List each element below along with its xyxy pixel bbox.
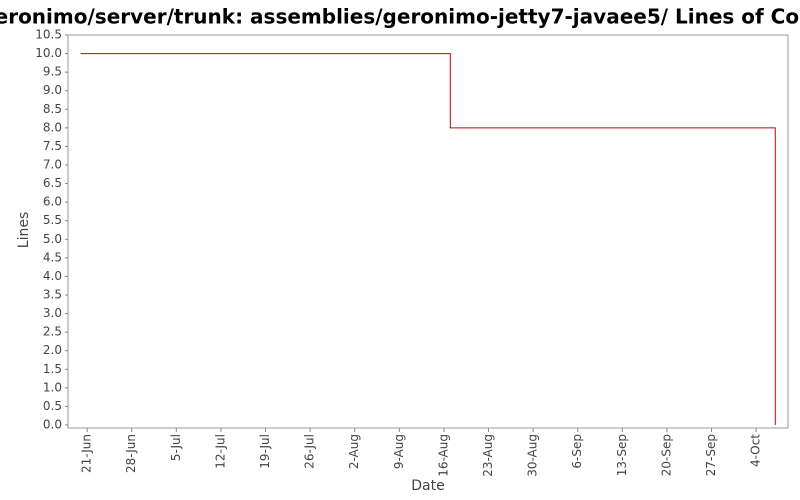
plot-area [67,34,789,429]
x-tick-label: 13-Sep [615,434,629,476]
x-tick-label: 6-Sep [570,434,584,469]
y-tick-label: 9.5 [43,65,62,79]
y-tick-label: 7.5 [43,139,62,153]
x-tick-label: 23-Aug [481,434,495,477]
y-tick-label: 8.5 [43,102,62,116]
x-tick-label: 28-Jun [124,434,138,473]
y-tick-label: 6.5 [43,176,62,190]
x-tick-label: 21-Jun [80,434,94,473]
y-tick-label: 5.5 [43,213,62,227]
x-tick-label: 16-Aug [436,434,450,477]
y-tick-label: 10.0 [35,46,62,60]
x-axis-label: Date [411,478,444,494]
y-tick-label: 4.0 [43,269,62,283]
data-line [80,53,776,425]
y-tick-label: 7.0 [43,158,62,172]
y-tick-label: 0.5 [43,399,62,413]
y-tick-label: 8.0 [43,120,62,134]
x-tick-label: 26-Jul [303,434,317,469]
x-tick-label: 19-Jul [258,434,272,469]
y-tick-label: 10.5 [35,28,62,42]
y-axis-label: Lines [16,212,32,248]
x-tick-label: 20-Sep [659,434,673,476]
x-tick-label: 27-Sep [704,434,718,476]
x-tick-label: 9-Aug [392,434,406,469]
y-tick-label: 9.0 [43,83,62,97]
y-tick-label: 2.0 [43,343,62,357]
x-tick-label: 2-Aug [347,434,361,469]
y-tick-label: 1.5 [43,362,62,376]
y-tick-label: 0.0 [43,418,62,432]
x-tick-label: 5-Jul [169,434,183,461]
x-tick-label: 12-Jul [213,434,227,469]
y-tick-label: 2.5 [43,325,62,339]
y-tick-label: 1.0 [43,380,62,394]
y-tick-label: 5.0 [43,232,62,246]
x-tick-label: 30-Aug [526,434,540,477]
chart-title: /geronimo/server/trunk: assemblies/geron… [0,5,800,29]
x-tick-label: 4-Oct [749,434,763,467]
y-tick-label: 3.5 [43,288,62,302]
y-tick-label: 4.5 [43,250,62,264]
y-tick-label: 6.0 [43,195,62,209]
y-tick-label: 3.0 [43,306,62,320]
